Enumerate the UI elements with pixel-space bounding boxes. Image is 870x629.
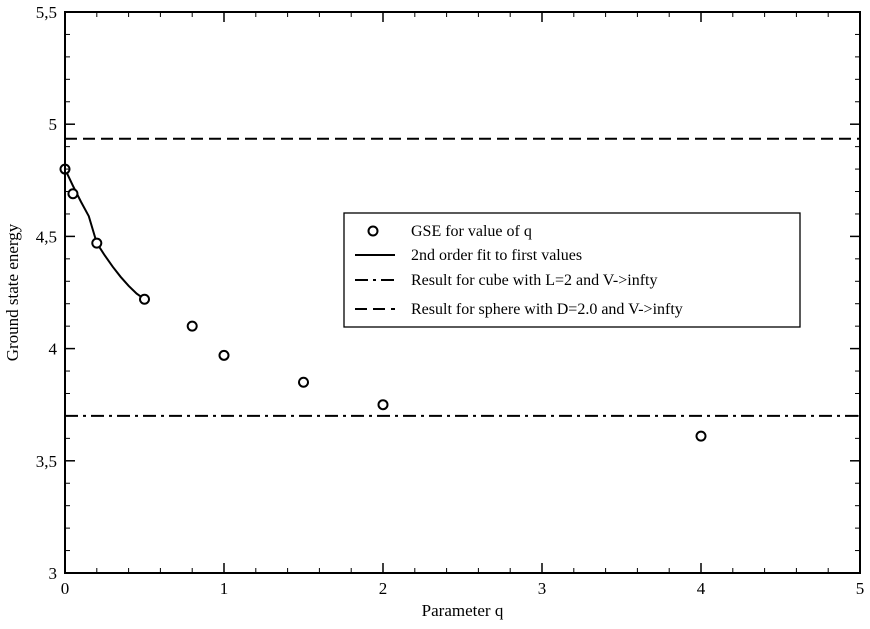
legend-entry-cube: Result for cube with L=2 and V->infty bbox=[355, 272, 657, 289]
x-tick-label: 2 bbox=[379, 579, 388, 598]
x-tick-label: 5 bbox=[856, 579, 865, 598]
legend-symbol-circle bbox=[367, 225, 379, 237]
data-point bbox=[218, 349, 230, 361]
x-tick-label: 0 bbox=[61, 579, 70, 598]
legend-label-gse: GSE for value of q bbox=[411, 223, 532, 240]
legend: GSE for value of q 2nd order fit to firs… bbox=[343, 212, 801, 328]
y-tick-label: 5 bbox=[49, 115, 58, 134]
data-point bbox=[695, 430, 707, 442]
legend-entry-fit: 2nd order fit to first values bbox=[355, 247, 582, 264]
legend-label-fit: 2nd order fit to first values bbox=[411, 247, 582, 264]
x-tick-labels: 0 1 2 3 4 5 bbox=[61, 579, 865, 598]
x-tick-label: 3 bbox=[538, 579, 547, 598]
data-point bbox=[377, 399, 389, 411]
plot-layer bbox=[59, 137, 860, 442]
ticks-layer bbox=[64, 11, 861, 574]
data-point bbox=[67, 188, 79, 200]
fit-curve bbox=[64, 168, 146, 301]
data-point bbox=[186, 320, 198, 332]
legend-label-sphere: Result for sphere with D=2.0 and V->inft… bbox=[411, 301, 683, 318]
y-tick-label: 3 bbox=[49, 564, 58, 583]
legend-entry-gse: GSE for value of q bbox=[367, 223, 532, 240]
legend-entry-sphere: Result for sphere with D=2.0 and V->inft… bbox=[355, 301, 683, 318]
y-tick-label: 5,5 bbox=[36, 3, 57, 22]
plot-frame bbox=[64, 11, 861, 574]
data-point bbox=[91, 237, 103, 249]
legend-label-cube: Result for cube with L=2 and V->infty bbox=[411, 272, 657, 289]
x-tick-label: 4 bbox=[697, 579, 706, 598]
data-point bbox=[139, 293, 150, 305]
y-tick-labels: 3 3,5 4 4,5 5 5,5 bbox=[36, 3, 58, 583]
x-tick-label: 1 bbox=[220, 579, 229, 598]
y-axis-title: Ground state energy bbox=[3, 223, 22, 361]
y-tick-label: 3,5 bbox=[36, 452, 57, 471]
y-tick-label: 4 bbox=[49, 340, 58, 359]
x-axis-title: Parameter q bbox=[422, 601, 504, 620]
legend-box bbox=[343, 212, 801, 328]
y-tick-label: 4,5 bbox=[36, 227, 57, 246]
data-point bbox=[298, 376, 309, 388]
